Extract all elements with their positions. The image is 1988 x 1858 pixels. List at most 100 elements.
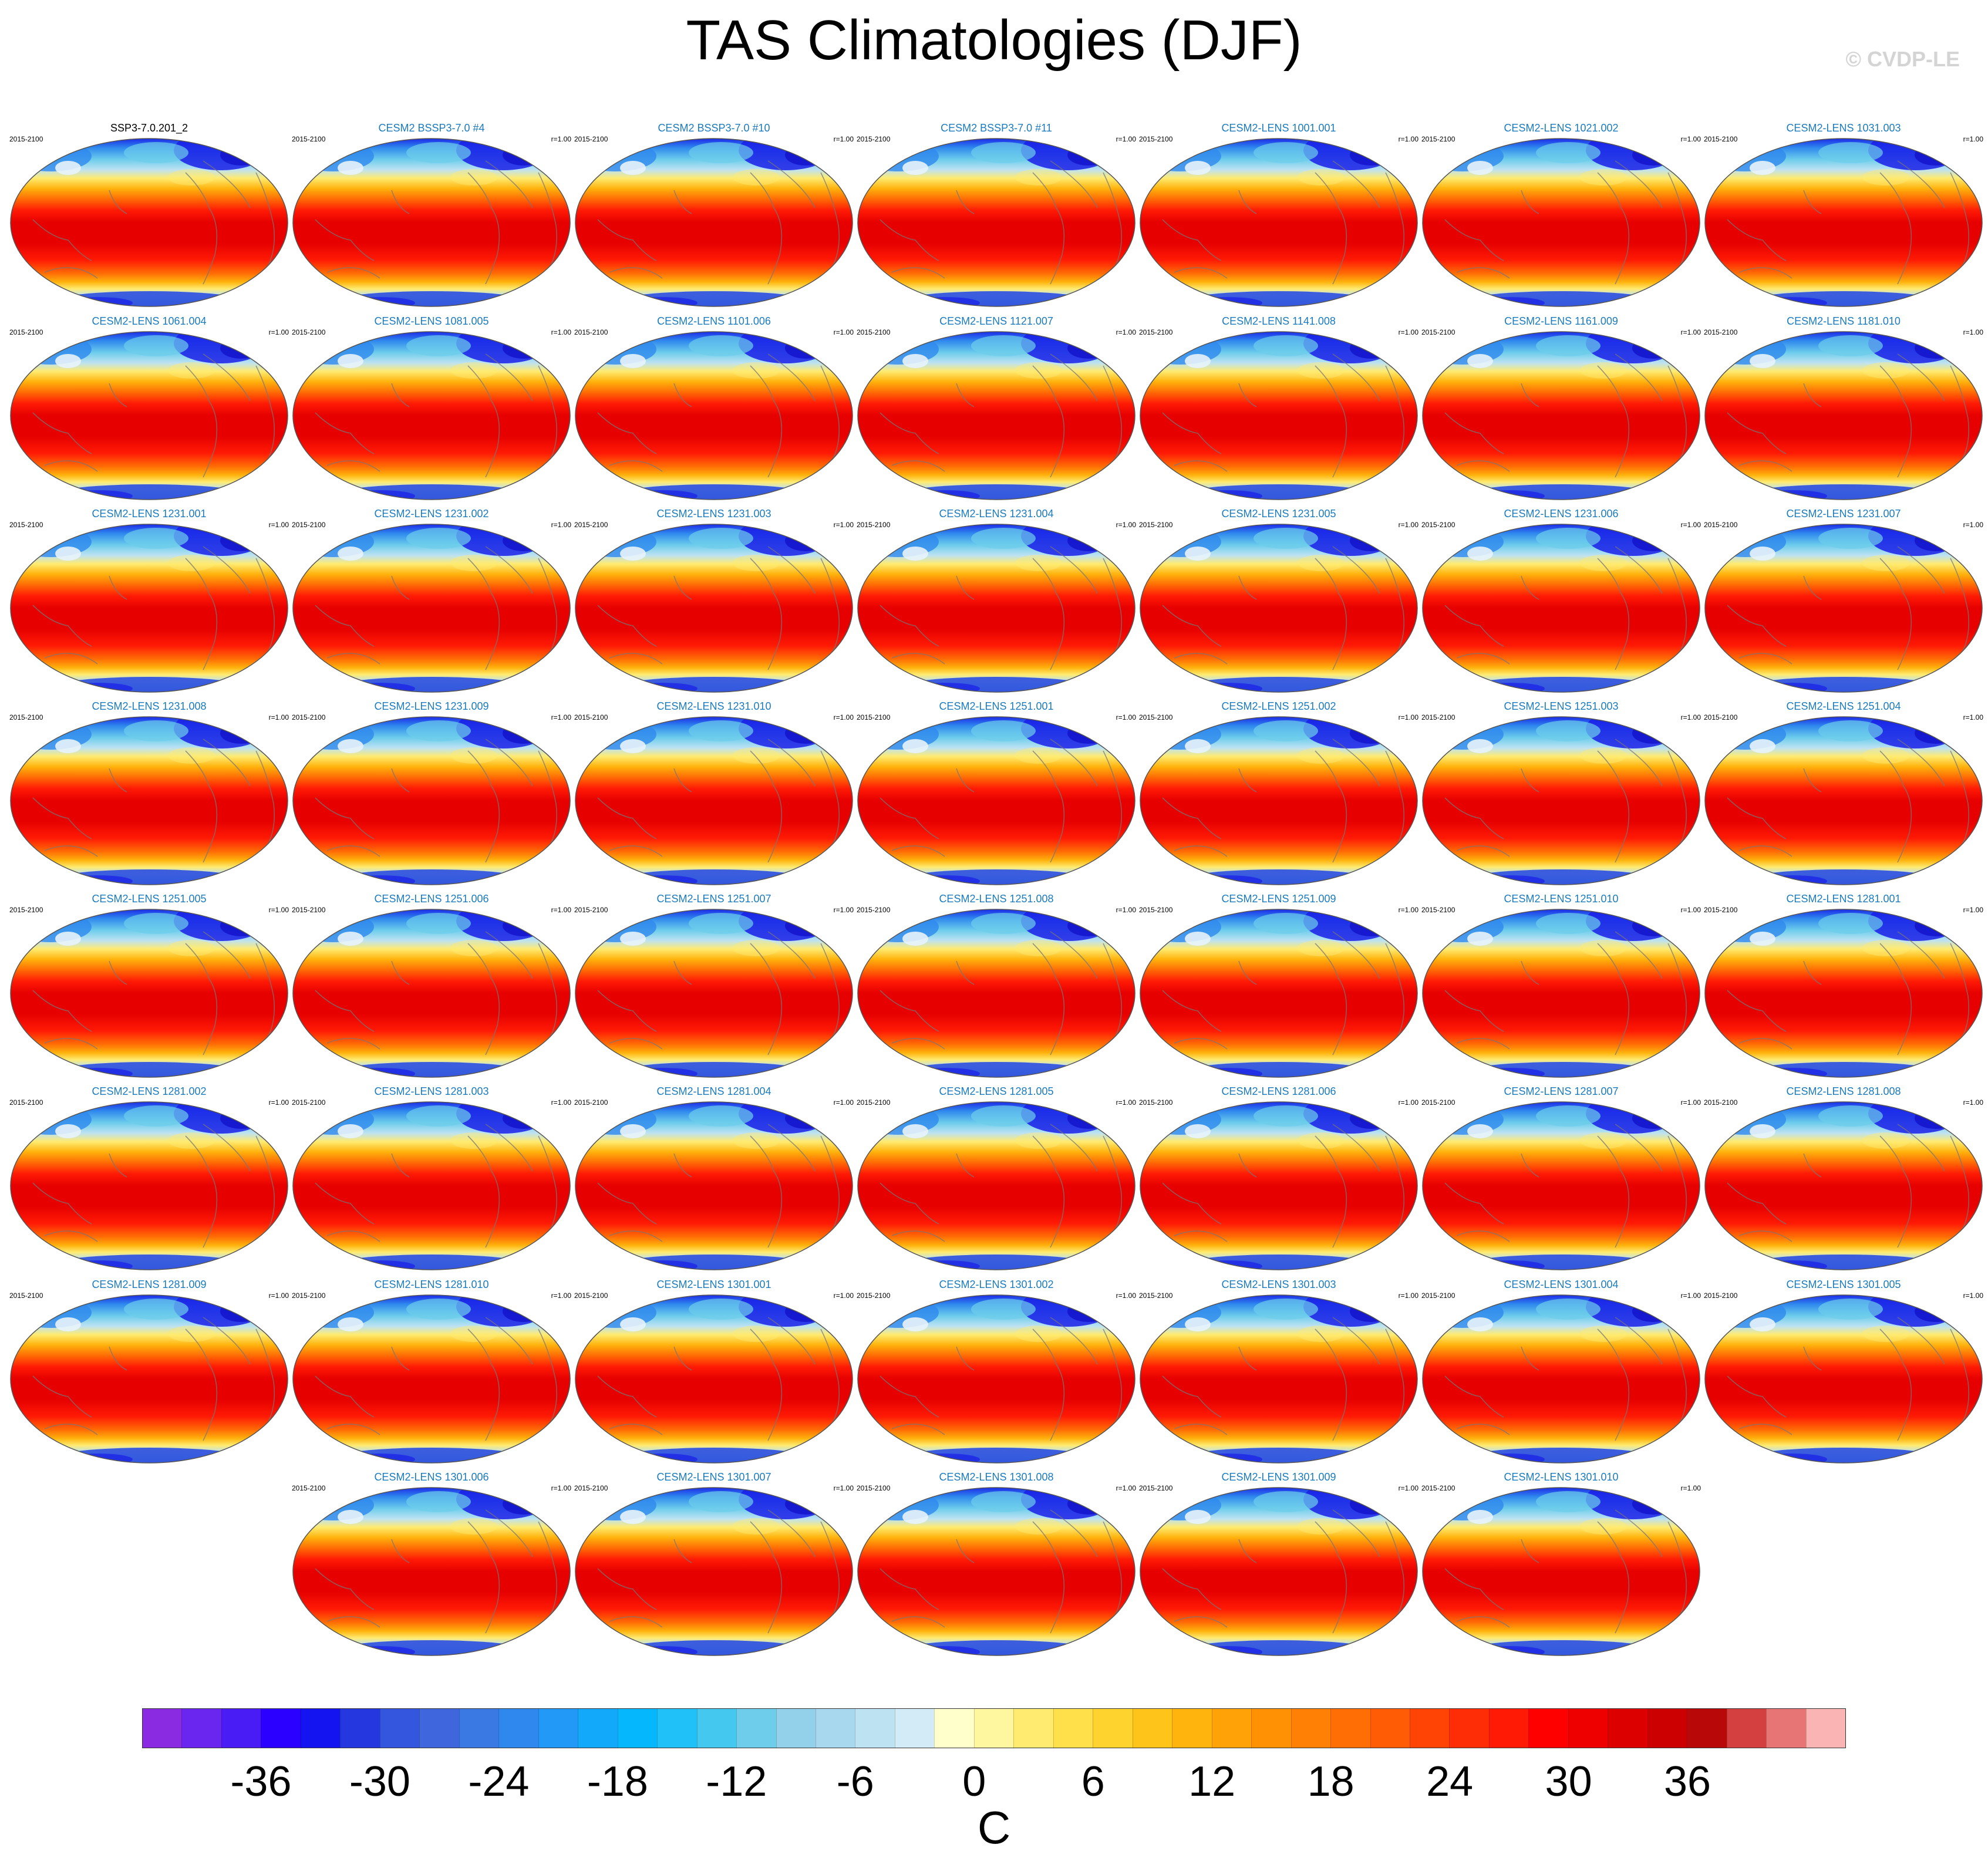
colorbar-swatch: [1172, 1709, 1212, 1748]
temperature-map: [857, 524, 1135, 693]
temperature-map: [857, 716, 1135, 885]
panel-years: 2015-2100: [857, 1484, 891, 1492]
panel-title: CESM2-LENS 1251.005: [92, 893, 207, 905]
panel-pattern-correlation: r=1.00: [1680, 135, 1701, 143]
panel-title: CESM2-LENS 1281.002: [92, 1085, 207, 1097]
panel-years: 2015-2100: [574, 713, 608, 721]
map-border: [857, 138, 1135, 307]
antarctica: [314, 1640, 549, 1655]
map-panel: CESM2-LENS 1301.008 2015-2100 r=1.00: [857, 1471, 1136, 1657]
map-panel: CESM2-LENS 1231.008 2015-2100 r=1.00: [9, 700, 289, 886]
temperature-map: [575, 909, 853, 1078]
panel-years: 2015-2100: [1704, 135, 1738, 143]
colorbar-swatch: [894, 1709, 935, 1748]
panel-years: 2015-2100: [1421, 906, 1455, 914]
temperature-map: [857, 909, 1135, 1078]
panel-title: CESM2-LENS 1301.002: [939, 1279, 1054, 1290]
temperature-map: [1422, 1101, 1700, 1270]
panel-pattern-correlation: r=1.00: [551, 906, 571, 914]
temperature-map: [1140, 1101, 1418, 1270]
temperature-map: [857, 1294, 1135, 1464]
colorbar-swatch: [736, 1709, 776, 1748]
map-border: [10, 716, 288, 885]
temperature-map: [10, 138, 288, 307]
map-border: [292, 1294, 571, 1464]
colorbar-swatch: [1330, 1709, 1370, 1748]
colorbar-swatch: [1093, 1709, 1133, 1748]
colorbar-swatch: [459, 1709, 499, 1748]
panel-years: 2015-2100: [857, 328, 891, 336]
panel-title: CESM2-LENS 1251.004: [1786, 700, 1901, 712]
temperature-map: [1422, 1294, 1700, 1464]
panel-pattern-correlation: r=1.00: [1963, 906, 1983, 914]
panel-years: 2015-2100: [1421, 1484, 1455, 1492]
panel-years: 2015-2100: [857, 906, 891, 914]
temperature-map: [575, 524, 853, 693]
temperature-map: [1422, 524, 1700, 693]
panel-years: 2015-2100: [1139, 906, 1173, 914]
panel-years: 2015-2100: [9, 713, 43, 721]
map-panel: CESM2-LENS 1251.003 2015-2100 r=1.00: [1421, 700, 1701, 886]
colorbar-tick-label: 0: [962, 1758, 986, 1805]
panel-pattern-correlation: r=1.00: [833, 713, 854, 721]
map-panel: CESM2-LENS 1121.007 2015-2100 r=1.00: [857, 315, 1136, 501]
colorbar-units: C: [977, 1802, 1011, 1853]
panel-title: CESM2-LENS 1231.008: [92, 700, 207, 712]
panel-pattern-correlation: r=1.00: [551, 1098, 571, 1107]
temperature-map: [1140, 524, 1418, 693]
temperature-map: [292, 716, 571, 885]
panel-pattern-correlation: r=1.00: [1680, 713, 1701, 721]
map-border: [292, 716, 571, 885]
panel-years: 2015-2100: [1421, 1098, 1455, 1107]
panel-title: CESM2-LENS 1281.003: [374, 1085, 489, 1097]
map-border: [1422, 138, 1700, 307]
temperature-map: [1422, 909, 1700, 1078]
temperature-map: [10, 524, 288, 693]
map-border: [1140, 1101, 1418, 1270]
colorbar-swatch: [261, 1709, 301, 1748]
panel-pattern-correlation: r=1.00: [551, 328, 571, 336]
map-border: [857, 1101, 1135, 1270]
colorbar-swatch: [1053, 1709, 1093, 1748]
panel-title: CESM2-LENS 1251.003: [1504, 700, 1619, 712]
panel-pattern-correlation: r=1.00: [1116, 328, 1136, 336]
panel-pattern-correlation: r=1.00: [1680, 521, 1701, 529]
panel-title: CESM2-LENS 1231.004: [939, 508, 1054, 520]
panel-title: CESM2-LENS 1231.010: [656, 700, 771, 712]
map-border: [575, 1487, 853, 1656]
panel-pattern-correlation: r=1.00: [833, 328, 854, 336]
panel-years: 2015-2100: [1421, 713, 1455, 721]
panel-pattern-correlation: r=1.00: [268, 328, 289, 336]
panel-pattern-correlation: r=1.00: [1680, 1098, 1701, 1107]
map-border: [857, 909, 1135, 1078]
panel-pattern-correlation: r=1.00: [551, 135, 571, 143]
map-panel: CESM2-LENS 1281.005 2015-2100 r=1.00: [857, 1085, 1136, 1271]
panel-title: CESM2-LENS 1231.007: [1786, 508, 1901, 520]
panel-title: CESM2-LENS 1301.004: [1504, 1279, 1619, 1290]
temperature-map: [857, 1487, 1135, 1656]
panel-pattern-correlation: r=1.00: [1116, 1098, 1136, 1107]
colorbar-swatch: [696, 1709, 737, 1748]
map-border: [1422, 1294, 1700, 1464]
map-border: [1140, 331, 1418, 500]
panel-years: 2015-2100: [9, 906, 43, 914]
colorbar-swatch: [1370, 1709, 1410, 1748]
panel-title: CESM2-LENS 1281.008: [1786, 1085, 1901, 1097]
panel-years: 2015-2100: [1139, 521, 1173, 529]
map-panel: CESM2-LENS 1251.006 2015-2100 r=1.00: [292, 893, 571, 1078]
panel-title: CESM2-LENS 1251.002: [1221, 700, 1336, 712]
map-panel: CESM2-LENS 1251.002 2015-2100 r=1.00: [1139, 700, 1418, 886]
map-panel: CESM2-LENS 1141.008 2015-2100 r=1.00: [1139, 315, 1418, 501]
map-border: [1140, 716, 1418, 885]
colorbar-swatch: [1608, 1709, 1647, 1748]
colorbar-tick-label: -30: [349, 1758, 410, 1805]
temperature-map: [10, 716, 288, 885]
colorbar-tick-label: -36: [230, 1758, 292, 1805]
map-panel: CESM2-LENS 1281.004 2015-2100 r=1.00: [574, 1085, 854, 1271]
map-panel: CESM2 BSSP3-7.0 #11 2015-2100 r=1.00: [857, 122, 1136, 308]
map-panel: CESM2-LENS 1061.004 2015-2100 r=1.00: [9, 315, 289, 501]
colorbar-swatch: [1726, 1709, 1767, 1748]
panel-title: CESM2-LENS 1021.002: [1504, 122, 1619, 134]
panel-years: 2015-2100: [1421, 1292, 1455, 1300]
map-panel: CESM2-LENS 1231.003 2015-2100 r=1.00: [574, 508, 854, 693]
